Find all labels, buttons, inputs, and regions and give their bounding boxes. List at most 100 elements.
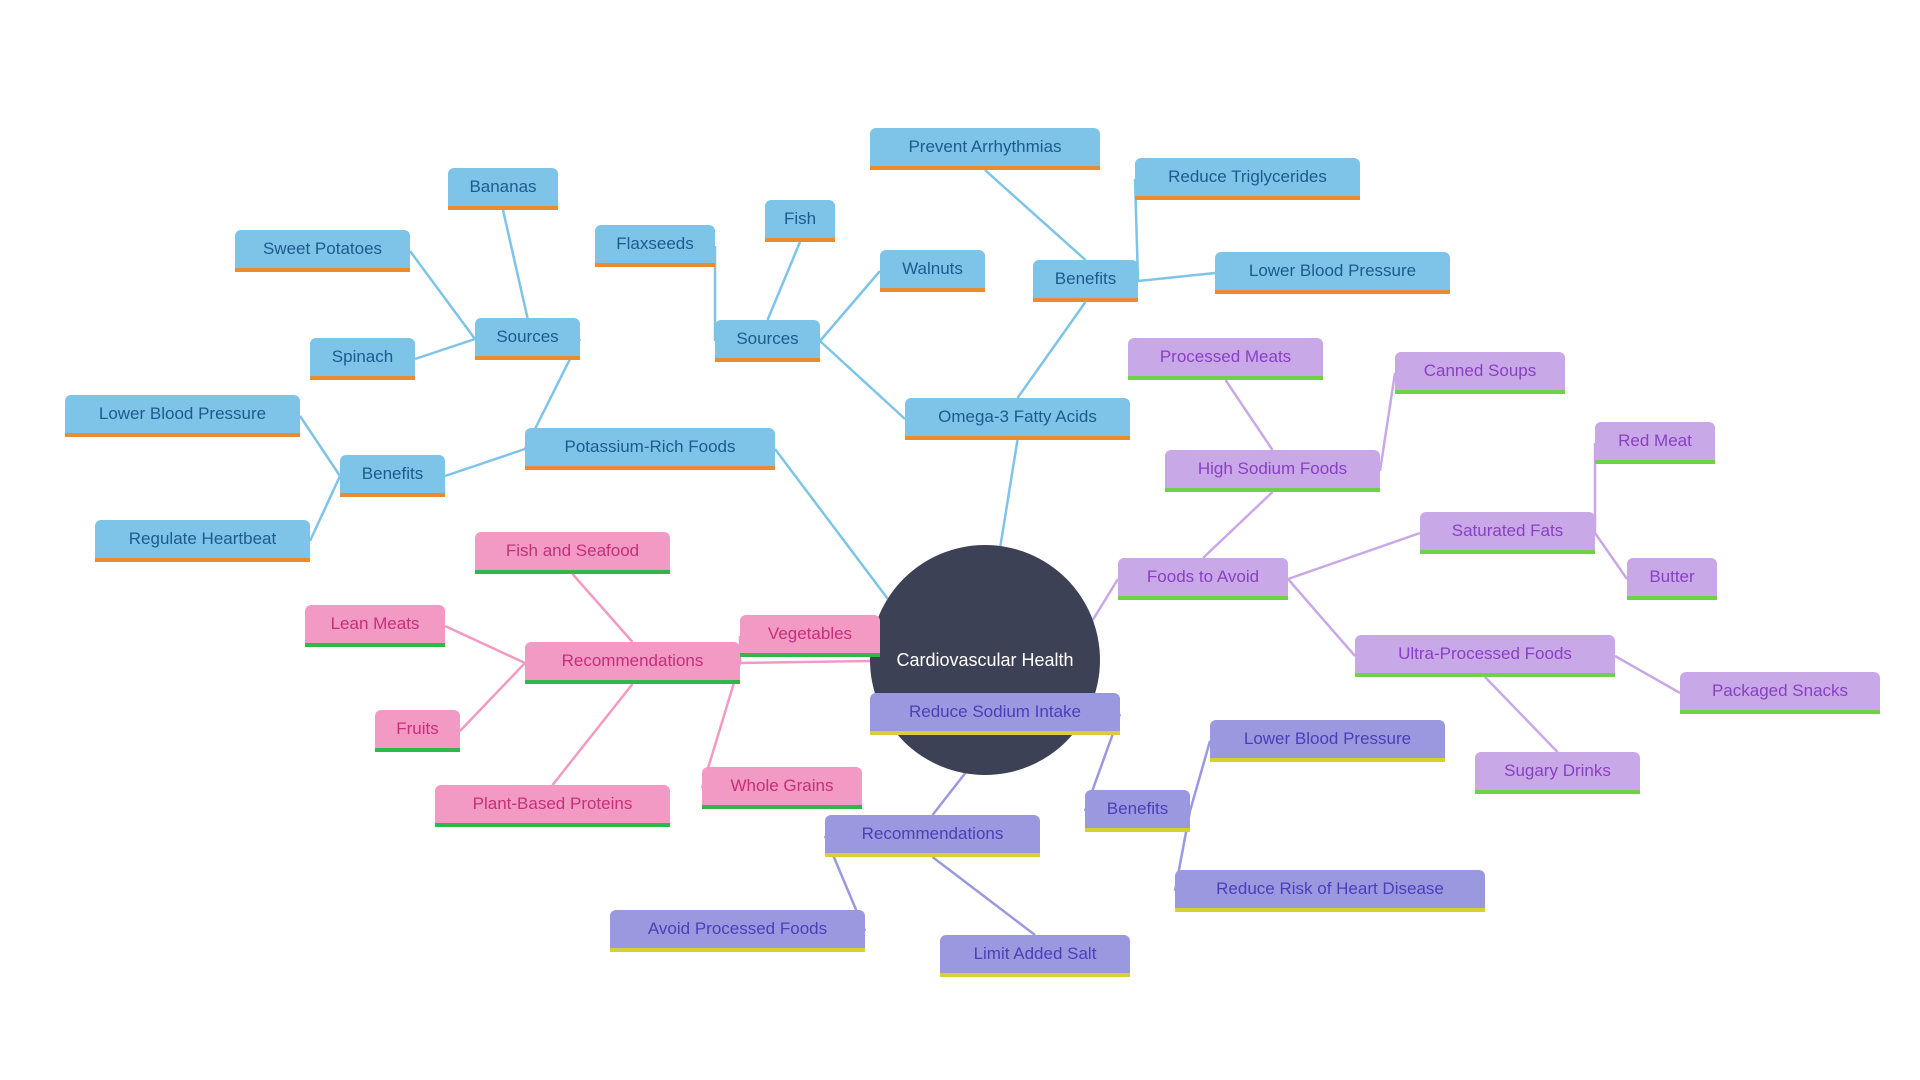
- edge: [1485, 677, 1558, 752]
- mindmap-node: Ultra-Processed Foods: [1355, 635, 1615, 677]
- node-label: Reduce Sodium Intake: [909, 702, 1081, 722]
- edge: [933, 857, 1036, 935]
- mindmap-node: Avoid Processed Foods: [610, 910, 865, 952]
- edge: [1203, 492, 1273, 558]
- mindmap-node: Packaged Snacks: [1680, 672, 1880, 714]
- mindmap-node: Omega-3 Fatty Acids: [905, 398, 1130, 440]
- mindmap-node: Lean Meats: [305, 605, 445, 647]
- mindmap-node: Red Meat: [1595, 422, 1715, 464]
- node-label: Benefits: [362, 464, 423, 484]
- edge: [740, 661, 870, 663]
- mindmap-node: Saturated Fats: [1420, 512, 1595, 554]
- mindmap-node: Lower Blood Pressure: [1215, 252, 1450, 294]
- node-label: Foods to Avoid: [1147, 567, 1259, 587]
- mindmap-node: Sweet Potatoes: [235, 230, 410, 272]
- node-label: Sugary Drinks: [1504, 761, 1611, 781]
- edge: [1093, 579, 1118, 620]
- node-label: Flaxseeds: [616, 234, 693, 254]
- node-label: Fruits: [396, 719, 439, 739]
- node-label: Packaged Snacks: [1712, 681, 1848, 701]
- edge: [1190, 741, 1210, 811]
- mindmap-node: Recommendations: [825, 815, 1040, 857]
- mindmap-node: Fruits: [375, 710, 460, 752]
- node-label: Processed Meats: [1160, 347, 1291, 367]
- node-label: Recommendations: [562, 651, 704, 671]
- node-label: Reduce Risk of Heart Disease: [1216, 879, 1444, 899]
- node-label: Reduce Triglycerides: [1168, 167, 1327, 187]
- mindmap-node: Vegetables: [740, 615, 880, 657]
- node-label: Benefits: [1055, 269, 1116, 289]
- node-label: Fish: [784, 209, 816, 229]
- edge: [1288, 579, 1355, 656]
- mindmap-node: Butter: [1627, 558, 1717, 600]
- node-label: Plant-Based Proteins: [473, 794, 633, 814]
- node-label: Bananas: [469, 177, 536, 197]
- edge: [1226, 380, 1273, 450]
- center-label: Cardiovascular Health: [896, 650, 1073, 671]
- node-label: Potassium-Rich Foods: [564, 437, 735, 457]
- edge: [1138, 273, 1215, 281]
- edge: [1615, 656, 1680, 693]
- mindmap-node: Reduce Sodium Intake: [870, 693, 1120, 735]
- mindmap-node: Potassium-Rich Foods: [525, 428, 775, 470]
- edge: [300, 416, 340, 476]
- edge: [775, 449, 888, 599]
- mindmap-node: Recommendations: [525, 642, 740, 684]
- mindmap-node: Canned Soups: [1395, 352, 1565, 394]
- edge: [1288, 533, 1420, 579]
- edge: [1018, 302, 1086, 398]
- node-label: Vegetables: [768, 624, 852, 644]
- edge: [445, 626, 525, 663]
- node-label: Sources: [736, 329, 798, 349]
- node-label: Lean Meats: [331, 614, 420, 634]
- edge: [573, 574, 633, 642]
- edge: [820, 271, 880, 341]
- node-label: Canned Soups: [1424, 361, 1536, 381]
- node-label: Sweet Potatoes: [263, 239, 382, 259]
- edge: [553, 684, 633, 785]
- edge: [820, 341, 905, 419]
- node-label: Sources: [496, 327, 558, 347]
- mindmap-node: Walnuts: [880, 250, 985, 292]
- mindmap-node: Plant-Based Proteins: [435, 785, 670, 827]
- mindmap-node: Reduce Risk of Heart Disease: [1175, 870, 1485, 912]
- mindmap-node: Lower Blood Pressure: [1210, 720, 1445, 762]
- mindmap-node: Benefits: [1085, 790, 1190, 832]
- node-label: Omega-3 Fatty Acids: [938, 407, 1097, 427]
- mindmap-node: High Sodium Foods: [1165, 450, 1380, 492]
- mindmap-node: Whole Grains: [702, 767, 862, 809]
- node-label: Red Meat: [1618, 431, 1692, 451]
- node-label: High Sodium Foods: [1198, 459, 1347, 479]
- edge: [460, 663, 525, 731]
- edge: [310, 476, 340, 541]
- edge: [445, 449, 525, 476]
- node-label: Prevent Arrhythmias: [908, 137, 1061, 157]
- node-label: Limit Added Salt: [974, 944, 1097, 964]
- mindmap-node: Regulate Heartbeat: [95, 520, 310, 562]
- edge: [1595, 533, 1627, 579]
- node-label: Benefits: [1107, 799, 1168, 819]
- node-label: Avoid Processed Foods: [648, 919, 827, 939]
- mindmap-node: Sources: [475, 318, 580, 360]
- node-label: Recommendations: [862, 824, 1004, 844]
- node-label: Lower Blood Pressure: [1249, 261, 1416, 281]
- node-label: Lower Blood Pressure: [1244, 729, 1411, 749]
- node-label: Regulate Heartbeat: [129, 529, 276, 549]
- edge: [410, 251, 475, 339]
- edge: [503, 210, 528, 318]
- mindmap-node: Foods to Avoid: [1118, 558, 1288, 600]
- edge: [985, 170, 1086, 260]
- mindmap-node: Limit Added Salt: [940, 935, 1130, 977]
- mindmap-node: Fish: [765, 200, 835, 242]
- center-node: Cardiovascular Health: [870, 545, 1100, 775]
- mindmap-node: Sugary Drinks: [1475, 752, 1640, 794]
- mindmap-node: Lower Blood Pressure: [65, 395, 300, 437]
- edge: [1380, 373, 1395, 471]
- node-label: Lower Blood Pressure: [99, 404, 266, 424]
- mindmap-node: Prevent Arrhythmias: [870, 128, 1100, 170]
- edge: [415, 339, 475, 359]
- mindmap-node: Processed Meats: [1128, 338, 1323, 380]
- node-label: Spinach: [332, 347, 393, 367]
- mindmap-node: Benefits: [1033, 260, 1138, 302]
- mindmap-node: Sources: [715, 320, 820, 362]
